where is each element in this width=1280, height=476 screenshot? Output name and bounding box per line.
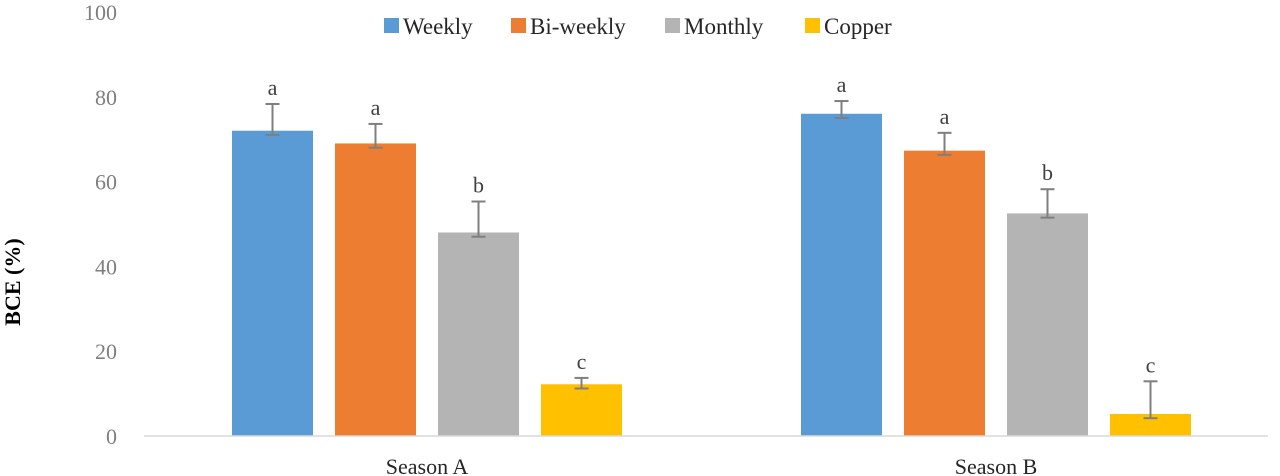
significance-letters: a a a a b b c c (268, 72, 1156, 377)
legend-item: Copper (805, 14, 892, 39)
legend-item: Bi-weekly (511, 14, 626, 39)
bars (232, 113, 1191, 436)
y-axis-label: BCE (%) (0, 238, 25, 325)
legend-item: Weekly (384, 14, 473, 39)
error-bar (937, 131, 952, 156)
error-bar (471, 200, 486, 238)
x-axis-categories: Season A Season B (386, 454, 1038, 476)
bar-copper-1 (541, 384, 622, 436)
significance-letter: b (473, 173, 484, 198)
bar-weekly-2 (801, 113, 882, 436)
significance-letter: c (577, 349, 587, 374)
legend-label: Weekly (403, 14, 473, 39)
y-tick-label: 60 (95, 170, 117, 195)
bar-copper-2 (1110, 413, 1191, 436)
legend-swatch (805, 18, 820, 33)
legend-swatch (384, 18, 399, 33)
error-bar (1143, 380, 1158, 420)
x-category-label: Season B (955, 454, 1038, 476)
error-bar (265, 103, 280, 136)
legend-label: Copper (824, 14, 892, 39)
legend-item: Monthly (665, 14, 764, 39)
y-tick-label: 80 (95, 85, 117, 110)
significance-letter: a (940, 104, 950, 129)
bar-monthly-2 (1007, 213, 1088, 436)
significance-letter: c (1146, 352, 1156, 377)
legend-swatch (665, 18, 680, 33)
significance-letter: a (371, 95, 381, 120)
bar-monthly-1 (438, 232, 519, 436)
x-category-label: Season A (386, 454, 469, 476)
significance-letter: b (1042, 160, 1053, 185)
significance-letter: a (268, 75, 278, 100)
y-tick-label: 40 (95, 254, 117, 279)
y-tick-label: 0 (106, 424, 117, 449)
y-tick-label: 100 (84, 0, 117, 25)
legend: Weekly Bi-weekly Monthly Copper (384, 14, 892, 39)
significance-letter: a (837, 72, 847, 97)
y-tick-label: 20 (95, 339, 117, 364)
bar-weekly-1 (232, 130, 313, 436)
legend-label: Bi-weekly (530, 14, 626, 39)
bar-bi-weekly-2 (904, 150, 985, 436)
error-bar (574, 376, 589, 390)
legend-swatch (511, 18, 526, 33)
bar-bi-weekly-1 (335, 143, 416, 436)
error-bar (368, 122, 383, 149)
error-bar (834, 100, 849, 119)
error-bar (1040, 188, 1055, 219)
y-axis-ticks: 0 20 40 60 80 100 (84, 0, 117, 449)
legend-label: Monthly (684, 14, 764, 39)
error-bars (265, 100, 1158, 420)
